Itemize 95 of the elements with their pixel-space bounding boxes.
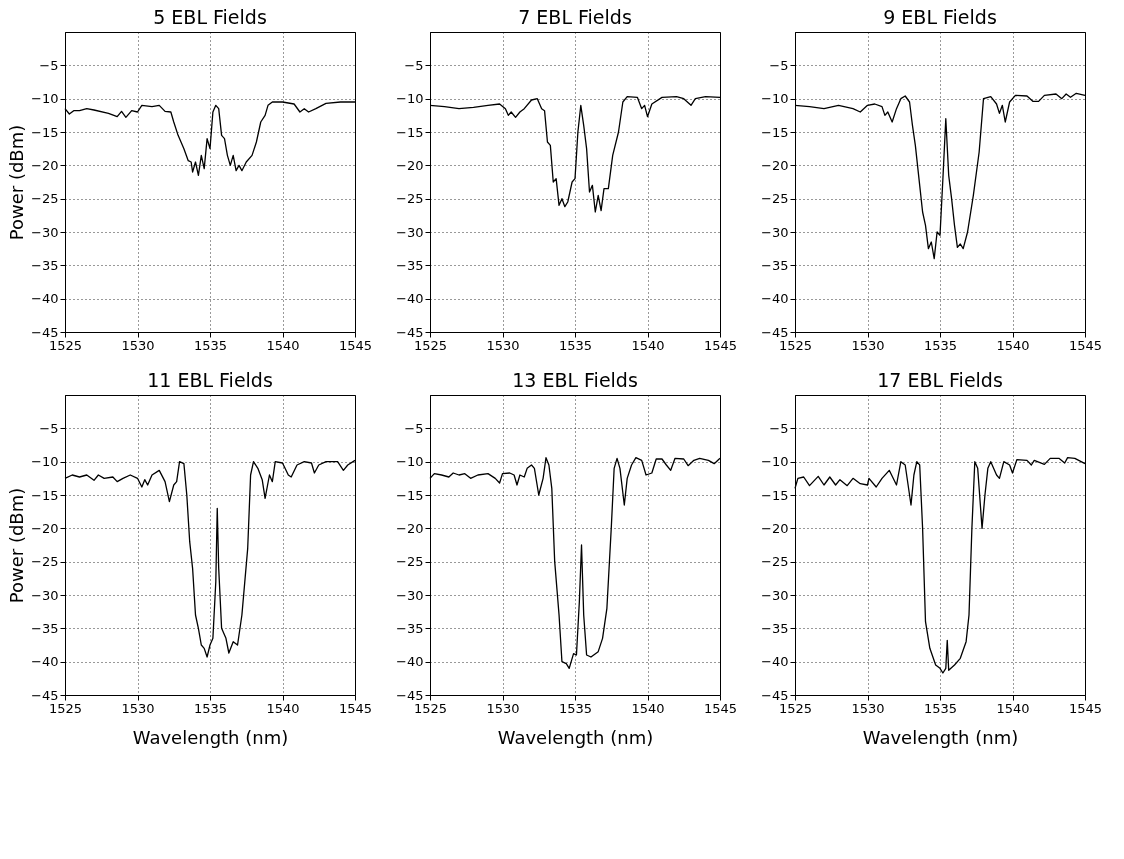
y-tick-label: −10 — [31, 454, 59, 470]
x-tick-label: 1530 — [851, 700, 885, 716]
x-tick-label: 1545 — [338, 337, 373, 353]
x-tick-label: 1525 — [778, 700, 813, 716]
y-tick-label: −10 — [31, 91, 59, 107]
chart-title: 9 EBL Fields — [883, 6, 997, 28]
x-tick-label: 1525 — [48, 337, 83, 353]
x-tick-label: 1545 — [1068, 700, 1103, 716]
x-tick-label: 1530 — [121, 337, 155, 353]
y-tick-label: −35 — [761, 620, 789, 636]
y-tick-label: −15 — [761, 124, 789, 140]
y-tick-label: −15 — [31, 487, 59, 503]
x-tick-label: 1545 — [703, 700, 738, 716]
chart-title: 7 EBL Fields — [518, 6, 632, 28]
x-tick-label: 1535 — [558, 337, 593, 353]
x-tick-label: 1545 — [703, 337, 738, 353]
chart-title: 17 EBL Fields — [877, 369, 1003, 391]
y-tick-label: −45 — [396, 687, 424, 703]
y-tick-label: −45 — [761, 324, 789, 340]
x-tick-label: 1535 — [193, 700, 228, 716]
y-tick-label: −20 — [31, 520, 59, 536]
x-tick-label: 1530 — [486, 700, 520, 716]
chart-title: 13 EBL Fields — [512, 369, 638, 391]
y-tick-label: −20 — [761, 157, 789, 173]
y-tick-label: −5 — [39, 57, 59, 73]
x-tick-label: 1545 — [1068, 337, 1103, 353]
y-tick-label: −15 — [761, 487, 789, 503]
y-tick-label: −35 — [31, 257, 59, 273]
x-tick-label: 1535 — [193, 337, 228, 353]
x-tick-label: 1525 — [48, 700, 83, 716]
y-tick-label: −45 — [31, 324, 59, 340]
y-axis-title: Power (dBm) — [6, 124, 28, 241]
x-tick-label: 1525 — [413, 700, 448, 716]
x-tick-label: 1530 — [851, 337, 885, 353]
y-tick-label: −15 — [396, 124, 424, 140]
x-axis-title: Wavelength (nm) — [497, 726, 654, 748]
x-tick-label: 1535 — [923, 700, 958, 716]
x-tick-label: 1540 — [266, 700, 300, 716]
x-tick-label: 1535 — [558, 700, 593, 716]
y-tick-label: −10 — [396, 91, 424, 107]
y-tick-label: −5 — [769, 57, 789, 73]
y-tick-label: −20 — [31, 157, 59, 173]
y-tick-label: −40 — [396, 654, 424, 670]
y-tick-label: −20 — [396, 520, 424, 536]
y-tick-label: −25 — [31, 554, 59, 570]
y-tick-label: −30 — [31, 587, 59, 603]
y-tick-label: −35 — [396, 620, 424, 636]
y-tick-label: −20 — [761, 520, 789, 536]
y-tick-label: −5 — [769, 420, 789, 436]
y-tick-label: −25 — [396, 191, 424, 207]
y-tick-label: −45 — [396, 324, 424, 340]
x-tick-label: 1540 — [996, 337, 1030, 353]
y-tick-label: −10 — [396, 454, 424, 470]
y-tick-label: −10 — [761, 91, 789, 107]
y-tick-label: −40 — [31, 291, 59, 307]
y-tick-label: −25 — [31, 191, 59, 207]
y-tick-label: −25 — [396, 554, 424, 570]
y-tick-label: −35 — [761, 257, 789, 273]
y-tick-label: −5 — [404, 420, 424, 436]
y-tick-label: −30 — [761, 587, 789, 603]
x-tick-label: 1545 — [338, 700, 373, 716]
y-tick-label: −40 — [396, 291, 424, 307]
x-axis-title: Wavelength (nm) — [862, 726, 1019, 748]
chart-title: 5 EBL Fields — [153, 6, 267, 28]
y-tick-label: −30 — [31, 224, 59, 240]
y-tick-label: −35 — [396, 257, 424, 273]
y-tick-label: −40 — [761, 291, 789, 307]
y-tick-label: −40 — [761, 654, 789, 670]
y-tick-label: −30 — [396, 224, 424, 240]
y-tick-label: −5 — [39, 420, 59, 436]
y-tick-label: −20 — [396, 157, 424, 173]
x-tick-label: 1540 — [631, 337, 665, 353]
x-tick-label: 1535 — [923, 337, 958, 353]
y-tick-label: −15 — [396, 487, 424, 503]
x-tick-label: 1530 — [486, 337, 520, 353]
x-tick-label: 1540 — [631, 700, 665, 716]
y-tick-label: −45 — [31, 687, 59, 703]
y-tick-label: −25 — [761, 191, 789, 207]
y-tick-label: −25 — [761, 554, 789, 570]
x-tick-label: 1525 — [778, 337, 813, 353]
y-tick-label: −30 — [396, 587, 424, 603]
x-tick-label: 1540 — [996, 700, 1030, 716]
x-tick-label: 1530 — [121, 700, 155, 716]
y-tick-label: −5 — [404, 57, 424, 73]
x-tick-label: 1540 — [266, 337, 300, 353]
chart-title: 11 EBL Fields — [147, 369, 273, 391]
y-tick-label: −45 — [761, 687, 789, 703]
x-tick-label: 1525 — [413, 337, 448, 353]
y-tick-label: −15 — [31, 124, 59, 140]
y-tick-label: −30 — [761, 224, 789, 240]
y-axis-title: Power (dBm) — [6, 487, 28, 604]
y-tick-label: −10 — [761, 454, 789, 470]
y-tick-label: −40 — [31, 654, 59, 670]
x-axis-title: Wavelength (nm) — [132, 726, 289, 748]
y-tick-label: −35 — [31, 620, 59, 636]
